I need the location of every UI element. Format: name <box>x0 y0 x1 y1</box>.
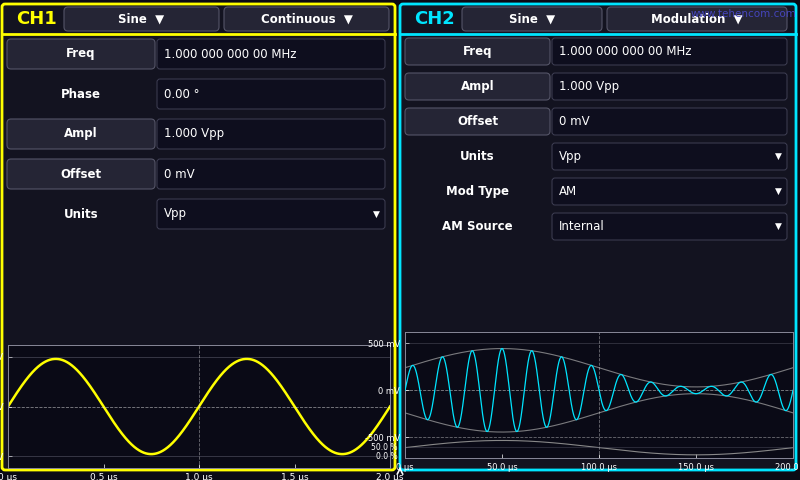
Text: Internal: Internal <box>559 220 605 233</box>
FancyBboxPatch shape <box>157 79 385 109</box>
FancyBboxPatch shape <box>462 7 602 31</box>
Text: 1.000 Vpp: 1.000 Vpp <box>164 128 224 141</box>
FancyBboxPatch shape <box>552 143 787 170</box>
FancyBboxPatch shape <box>400 4 796 470</box>
Text: Units: Units <box>460 150 495 163</box>
Text: Offset: Offset <box>61 168 102 180</box>
FancyBboxPatch shape <box>7 159 155 189</box>
FancyBboxPatch shape <box>2 4 395 470</box>
Text: 1.000 000 000 00 MHz: 1.000 000 000 00 MHz <box>559 45 691 58</box>
Text: Vpp: Vpp <box>164 207 187 220</box>
Text: ▼: ▼ <box>774 152 782 161</box>
Text: Continuous  ▼: Continuous ▼ <box>261 12 353 25</box>
Text: 1.000 Vpp: 1.000 Vpp <box>559 80 619 93</box>
FancyBboxPatch shape <box>607 7 787 31</box>
FancyBboxPatch shape <box>405 108 550 135</box>
Text: Modulation  ▼: Modulation ▼ <box>651 12 743 25</box>
FancyBboxPatch shape <box>552 178 787 205</box>
Text: ▼: ▼ <box>774 187 782 196</box>
FancyBboxPatch shape <box>157 159 385 189</box>
Text: Freq: Freq <box>66 48 96 60</box>
Text: Vpp: Vpp <box>559 150 582 163</box>
Text: 0 mV: 0 mV <box>164 168 194 180</box>
Text: AM Source: AM Source <box>442 220 513 233</box>
Text: AM: AM <box>559 185 577 198</box>
FancyBboxPatch shape <box>552 108 787 135</box>
Text: Units: Units <box>64 207 98 220</box>
Text: ▼: ▼ <box>373 209 379 218</box>
FancyBboxPatch shape <box>157 119 385 149</box>
Text: 0 mV: 0 mV <box>559 115 590 128</box>
Text: Ampl: Ampl <box>461 80 494 93</box>
Text: 50.0 %: 50.0 % <box>370 443 398 452</box>
Text: Offset: Offset <box>457 115 498 128</box>
FancyBboxPatch shape <box>552 213 787 240</box>
Text: Freq: Freq <box>462 45 492 58</box>
Text: Phase: Phase <box>61 87 101 100</box>
FancyBboxPatch shape <box>7 119 155 149</box>
FancyBboxPatch shape <box>157 39 385 69</box>
Text: ▼: ▼ <box>774 222 782 231</box>
Text: Sine  ▼: Sine ▼ <box>509 12 555 25</box>
Text: Mod Type: Mod Type <box>446 185 509 198</box>
Text: 0.0 %: 0.0 % <box>376 452 398 461</box>
FancyBboxPatch shape <box>552 73 787 100</box>
FancyBboxPatch shape <box>7 39 155 69</box>
FancyBboxPatch shape <box>552 38 787 65</box>
Text: CH1: CH1 <box>16 10 57 28</box>
Text: Ampl: Ampl <box>64 128 98 141</box>
FancyBboxPatch shape <box>405 38 550 65</box>
Text: CH2: CH2 <box>414 10 454 28</box>
Text: www.tehencom.com: www.tehencom.com <box>690 9 796 19</box>
Text: 0.00 °: 0.00 ° <box>164 87 199 100</box>
FancyBboxPatch shape <box>157 199 385 229</box>
Text: 1.000 000 000 00 MHz: 1.000 000 000 00 MHz <box>164 48 297 60</box>
Text: Sine  ▼: Sine ▼ <box>118 12 165 25</box>
FancyBboxPatch shape <box>224 7 389 31</box>
FancyBboxPatch shape <box>64 7 219 31</box>
FancyBboxPatch shape <box>405 73 550 100</box>
